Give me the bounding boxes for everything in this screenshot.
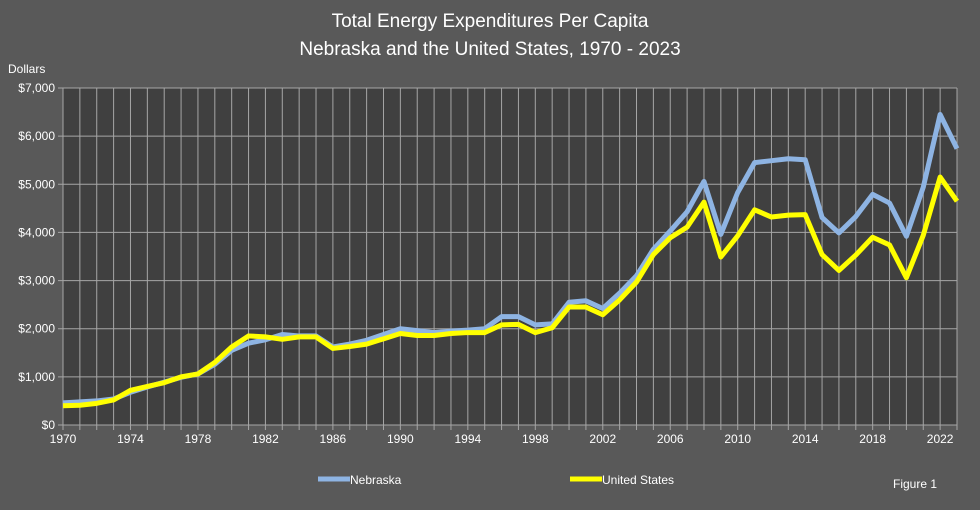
x-tick-label: 2010 bbox=[724, 432, 751, 446]
x-tick-label: 1970 bbox=[50, 432, 77, 446]
x-tick-label: 1994 bbox=[454, 432, 481, 446]
chart-title-line-2: Nebraska and the United States, 1970 - 2… bbox=[299, 39, 680, 60]
x-tick-label: 2014 bbox=[792, 432, 819, 446]
y-tick-label: $7,000 bbox=[18, 81, 55, 95]
x-tick-label: 2018 bbox=[859, 432, 886, 446]
legend: Nebraska United States bbox=[318, 473, 674, 487]
x-tick-label: 1986 bbox=[320, 432, 347, 446]
x-tick-label: 1978 bbox=[185, 432, 212, 446]
chart-title-line-1: Total Energy Expenditures Per Capita bbox=[332, 11, 649, 32]
y-tick-label: $4,000 bbox=[18, 225, 55, 239]
y-tick-label: $5,000 bbox=[18, 177, 55, 191]
legend-label-nebraska: Nebraska bbox=[350, 473, 402, 487]
x-tick-label: 1990 bbox=[387, 432, 414, 446]
x-tick-label: 2022 bbox=[927, 432, 954, 446]
x-tick-label: 2006 bbox=[657, 432, 684, 446]
y-tick-label: $2,000 bbox=[18, 322, 55, 336]
series-line-united-states bbox=[62, 174, 960, 409]
y-tick-label: $0 bbox=[42, 418, 56, 432]
plot-area bbox=[63, 88, 957, 425]
x-tick-label: 1974 bbox=[117, 432, 144, 446]
y-tick-label: $1,000 bbox=[18, 370, 55, 384]
legend-label-united-states: United States bbox=[602, 473, 674, 487]
figure-label: Figure 1 bbox=[893, 477, 937, 491]
x-tick-label: 2002 bbox=[589, 432, 616, 446]
x-tick-label: 1982 bbox=[252, 432, 279, 446]
x-tick-label: 1998 bbox=[522, 432, 549, 446]
y-tick-label: $6,000 bbox=[18, 129, 55, 143]
y-axis-label: Dollars bbox=[8, 62, 45, 76]
y-tick-label: $3,000 bbox=[18, 274, 55, 288]
